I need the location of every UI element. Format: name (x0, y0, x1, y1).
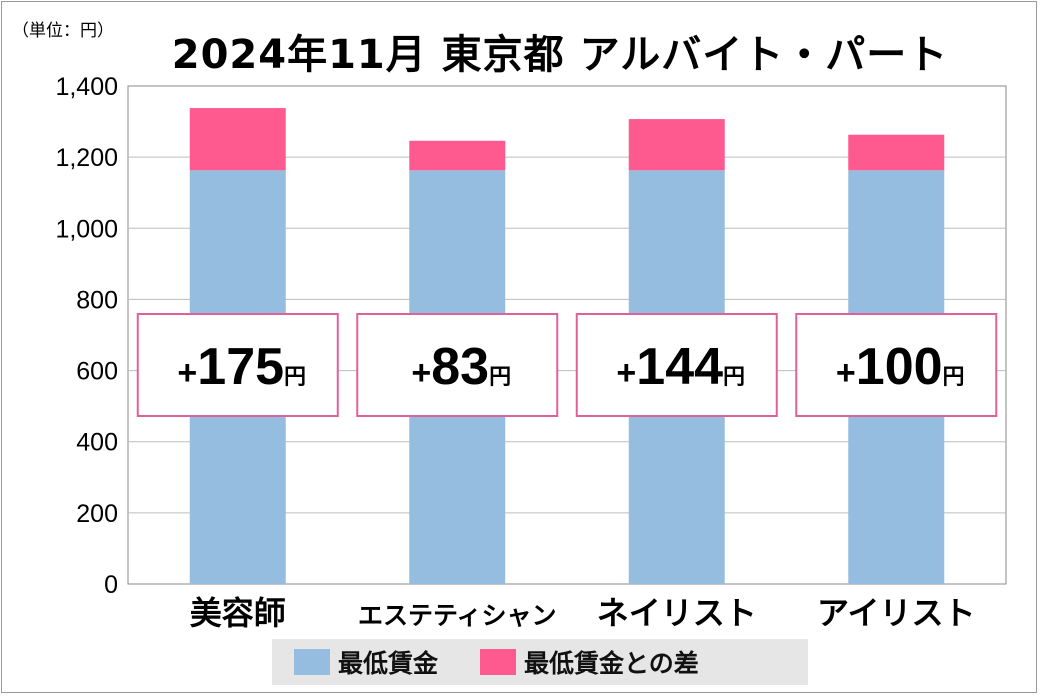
legend-swatch-difference (480, 649, 517, 675)
legend: 最低賃金 最低賃金との差 (272, 639, 808, 685)
bar-difference (848, 134, 945, 171)
y-tick-label: 600 (76, 358, 118, 386)
difference-label-box (575, 313, 778, 417)
x-tick-label: アイリスト (817, 594, 975, 632)
legend-label-minimum-wage: 最低賃金 (338, 649, 439, 678)
plot-area (127, 85, 1007, 585)
legend-item-minimum-wage: 最低賃金 (294, 644, 438, 680)
chart-title: 2024年11月 東京都 アルバイト・パート (171, 32, 949, 78)
y-tick-label: 1,000 (55, 215, 118, 243)
difference-label: +175円 (177, 338, 306, 396)
x-tick-label: エステティシャン (358, 601, 557, 630)
difference-label-box (136, 313, 339, 417)
y-tick-label: 0 (104, 571, 118, 599)
y-tick-label: 400 (76, 429, 118, 457)
y-tick-label: 800 (76, 286, 118, 314)
legend-swatch-minimum-wage (294, 649, 330, 675)
legend-item-difference: 最低賃金との差 (480, 644, 699, 680)
x-tick-label: ネイリスト (597, 594, 757, 632)
difference-label-box (356, 313, 559, 417)
difference-label-box (795, 313, 998, 417)
legend-label-difference: 最低賃金との差 (524, 649, 699, 678)
bar-difference (409, 140, 506, 171)
difference-label: +144円 (616, 338, 745, 396)
y-tick-label: 1,400 (55, 73, 118, 101)
y-tick-label: 1,200 (55, 144, 118, 172)
y-tick-label: 200 (76, 500, 118, 528)
x-tick-label: 美容師 (190, 594, 286, 632)
bar-difference (189, 108, 286, 171)
difference-label: +83円 (411, 338, 511, 396)
bar-difference (628, 119, 725, 171)
unit-note: （単位：円） (12, 21, 114, 41)
difference-label: +100円 (836, 338, 965, 396)
